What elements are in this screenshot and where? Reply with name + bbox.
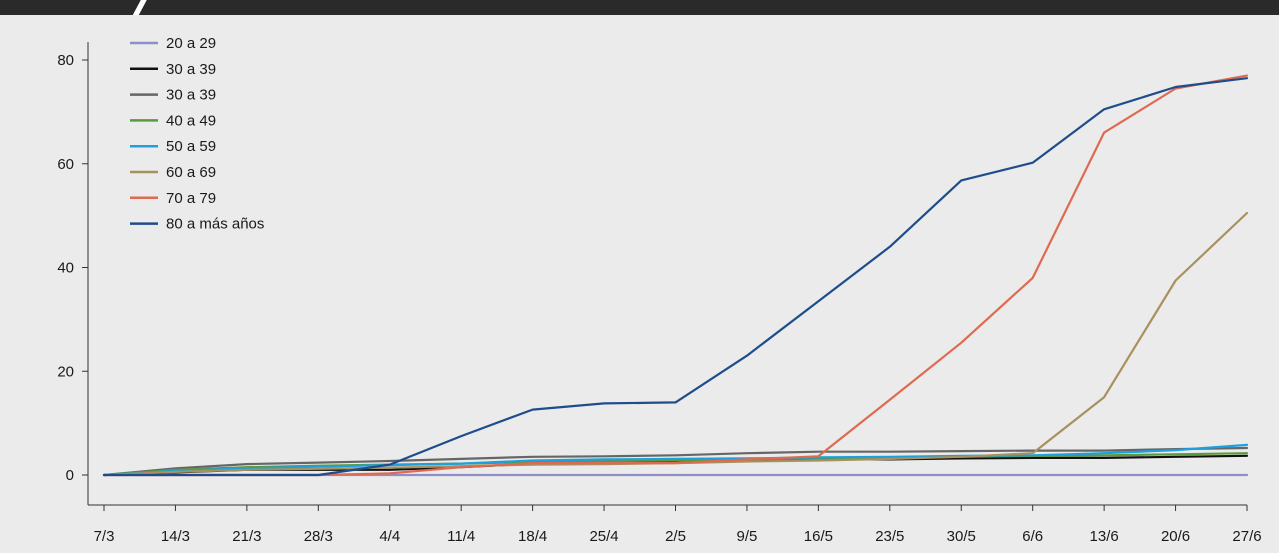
chart-axes: 0 20 40 60 80 7/3 14/3 21/3 28/3 4/4 11/4 18/4 25/4 2… [57, 42, 1262, 545]
y-tick-label: 20 [57, 363, 74, 380]
top-banner [0, 0, 1279, 15]
x-tick-label: 9/5 [737, 528, 758, 545]
line-chart: 0 20 40 60 80 7/3 14/3 21/3 28/3 4/4 11/4 18/4 25/4 2… [0, 15, 1279, 553]
x-tick-label: 27/6 [1232, 528, 1261, 545]
legend-label-2: 30 a 39 [166, 61, 216, 78]
y-tick-label: 40 [57, 260, 74, 277]
x-tick-label: 16/5 [804, 528, 833, 545]
x-tick-label: 7/3 [94, 528, 115, 545]
legend-label-1: 20 a 29 [166, 35, 216, 52]
legend-label-3: 30 a 39 [166, 87, 216, 104]
x-tick-label: 20/6 [1161, 528, 1190, 545]
legend-label-7: 70 a 79 [166, 190, 216, 207]
x-tick-label: 23/5 [875, 528, 904, 545]
x-tick-label: 4/4 [379, 528, 400, 545]
legend-label-4: 40 a 49 [166, 112, 216, 129]
legend-label-8: 80 a más años [166, 216, 264, 233]
x-tick-label: 13/6 [1090, 528, 1119, 545]
series-line-5 [102, 443, 1249, 477]
x-tick-label: 14/3 [161, 528, 190, 545]
x-tick-label: 30/5 [947, 528, 976, 545]
series-line-8 [102, 77, 1249, 477]
y-tick-label: 0 [66, 467, 74, 484]
x-tick-label: 25/4 [589, 528, 618, 545]
legend-label-6: 60 a 69 [166, 164, 216, 181]
x-tick-label: 6/6 [1022, 528, 1043, 545]
x-tick-label: 21/3 [232, 528, 261, 545]
x-tick-label: 11/4 [447, 528, 475, 545]
chart-legend: 20 a 29 30 a 39 30 a 39 40 a 49 50 a 59 60 a … [130, 35, 264, 233]
x-tick-label: 2/5 [665, 528, 686, 545]
x-tick-label: 18/4 [518, 528, 547, 545]
y-tick-label: 80 [57, 52, 74, 69]
x-tick-label: 28/3 [304, 528, 333, 545]
chart-series-group [102, 74, 1249, 477]
series-line-3 [102, 446, 1249, 477]
y-tick-label: 60 [57, 156, 74, 173]
legend-label-5: 50 a 59 [166, 138, 216, 155]
